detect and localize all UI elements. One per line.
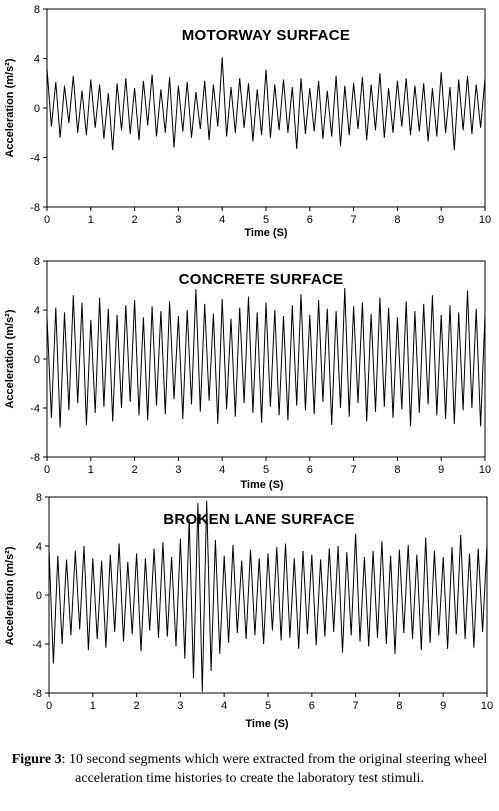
chart-panel-broken-lane: BROKEN LANE SURFACE Time (S) Acceleratio…	[4, 492, 493, 730]
x-tick-label: 3	[177, 700, 183, 712]
x-tick-label: 10	[479, 214, 491, 226]
x-axis-label: Time (S)	[240, 479, 284, 491]
x-tick-label: 0	[46, 700, 52, 712]
y-axis-label: Acceleration (m/s²)	[4, 58, 16, 157]
y-tick-label: 4	[34, 305, 40, 317]
y-tick-label: 0	[34, 354, 40, 366]
axis-ticks: 0 1 2 3 4 5 6 7 8 9 10 8 4 0 -4 -8	[30, 4, 491, 226]
x-tick-label: 1	[90, 700, 96, 712]
x-tick-label: 2	[134, 700, 140, 712]
x-tick-label: 7	[353, 700, 359, 712]
y-tick-label: 0	[34, 103, 40, 115]
acceleration-series-line	[48, 500, 488, 692]
x-tick-label: 0	[44, 464, 50, 476]
acceleration-series-line	[46, 57, 486, 151]
figure-caption: Figure 3: 10 second segments which were …	[4, 750, 495, 808]
x-tick-label: 4	[221, 700, 227, 712]
x-tick-label: 2	[132, 214, 138, 226]
x-axis-label: Time (S)	[245, 718, 289, 730]
x-tick-label: 4	[219, 464, 225, 476]
y-tick-label: 0	[36, 590, 42, 602]
x-tick-label: 8	[394, 214, 400, 226]
x-tick-label: 6	[307, 464, 313, 476]
x-axis-label: Time (S)	[244, 227, 288, 239]
y-tick-label: 8	[36, 492, 42, 504]
chart-panel-concrete: CONCRETE SURFACE Time (S) Acceleration (…	[4, 256, 491, 491]
chart-title: MOTORWAY SURFACE	[182, 27, 350, 44]
x-tick-label: 7	[351, 214, 357, 226]
x-tick-label: 3	[175, 464, 181, 476]
y-tick-label: -4	[30, 153, 40, 165]
x-tick-label: 4	[219, 214, 225, 226]
x-tick-label: 7	[351, 464, 357, 476]
x-tick-label: 10	[481, 700, 493, 712]
x-tick-label: 8	[396, 700, 402, 712]
x-tick-label: 5	[263, 464, 269, 476]
y-axis-label: Acceleration (m/s²)	[4, 309, 16, 408]
x-tick-label: 8	[394, 464, 400, 476]
x-tick-label: 6	[307, 214, 313, 226]
y-tick-label: -8	[30, 202, 40, 214]
x-tick-label: 9	[438, 214, 444, 226]
x-tick-label: 1	[88, 214, 94, 226]
y-tick-label: 4	[34, 54, 40, 66]
y-tick-label: 8	[34, 256, 40, 268]
acceleration-series-line	[46, 287, 486, 428]
y-tick-label: 8	[34, 4, 40, 16]
x-tick-label: 6	[309, 700, 315, 712]
chart-panel-motorway: MOTORWAY SURFACE Time (S) Acceleration (…	[4, 4, 491, 239]
axis-ticks: 0 1 2 3 4 5 6 7 8 9 10 8 4 0 -4 -8	[30, 256, 491, 476]
y-tick-label: -4	[30, 403, 40, 415]
y-tick-label: -8	[32, 688, 42, 700]
y-tick-label: -4	[32, 639, 42, 651]
x-tick-label: 1	[88, 464, 94, 476]
plot-frame	[46, 260, 486, 458]
x-tick-label: 9	[440, 700, 446, 712]
x-tick-label: 5	[263, 214, 269, 226]
x-tick-label: 10	[479, 464, 491, 476]
x-tick-label: 0	[44, 214, 50, 226]
x-tick-label: 5	[265, 700, 271, 712]
y-tick-label: -8	[30, 452, 40, 464]
y-axis-label: Acceleration (m/s²)	[4, 546, 16, 645]
x-tick-label: 3	[175, 214, 181, 226]
axis-ticks: 0 1 2 3 4 5 6 7 8 9 10 8 4 0 -4 -8	[32, 492, 493, 712]
y-tick-label: 4	[36, 541, 42, 553]
chart-title: CONCRETE SURFACE	[179, 271, 344, 288]
figure-label: Figure 3	[11, 752, 62, 767]
caption-text: : 10 second segments which were extracte…	[61, 752, 488, 786]
chart-title: BROKEN LANE SURFACE	[163, 511, 355, 528]
x-tick-label: 9	[438, 464, 444, 476]
x-tick-label: 2	[132, 464, 138, 476]
